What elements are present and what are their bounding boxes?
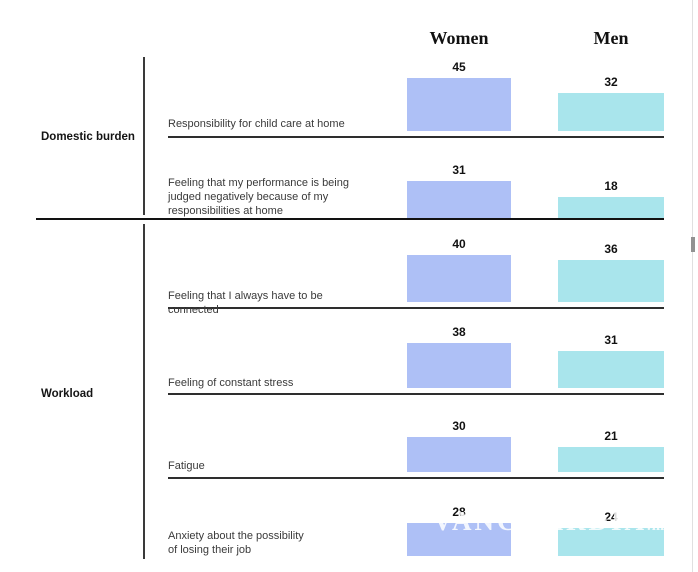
group-separator	[36, 218, 664, 220]
bar-value-men: 32	[604, 75, 618, 89]
bar-value-women: 28	[452, 505, 466, 519]
row-separator	[168, 307, 664, 309]
bar-women	[407, 181, 511, 218]
bar-men	[558, 260, 664, 302]
bar-value-men: 24	[604, 510, 618, 524]
row-label: Anxiety about the possibility of losing …	[168, 530, 304, 556]
row-separator	[168, 393, 664, 395]
bar-men	[558, 351, 664, 388]
bar-women	[407, 523, 511, 556]
bar-value-women: 31	[452, 163, 466, 177]
row-label: Responsibility for child care at home	[168, 118, 345, 130]
bar-value-women: 45	[452, 60, 466, 74]
bar-value-men: 36	[604, 242, 618, 256]
row-label: Feeling that my performance is being jud…	[168, 177, 349, 217]
bar-men	[558, 447, 664, 472]
group-bracket-line	[143, 224, 145, 559]
bar-value-men: 18	[604, 179, 618, 193]
bar-value-women: 38	[452, 325, 466, 339]
bar-women	[407, 78, 511, 131]
bar-value-women: 40	[452, 237, 466, 251]
bar-women	[407, 437, 511, 472]
bar-women	[407, 255, 511, 302]
group-label-domestic-burden: Domestic burden	[41, 131, 135, 143]
watermark: VANGUARDIA.mx	[433, 506, 674, 537]
row-label: Feeling of constant stress	[168, 377, 294, 389]
row-label: Fatigue	[168, 460, 205, 472]
bar-value-women: 30	[452, 419, 466, 433]
group-label-workload: Workload	[41, 388, 94, 400]
scrollbar-track[interactable]	[692, 0, 698, 572]
row-label: Feeling that I always have to be connect…	[168, 290, 323, 316]
row-separator	[168, 477, 664, 479]
bar-women	[407, 343, 511, 388]
bar-men	[558, 197, 664, 218]
bar-men	[558, 528, 664, 556]
watermark-suffix: .mx	[647, 518, 674, 534]
bar-value-men: 31	[604, 333, 618, 347]
column-header-women: Women	[429, 28, 489, 48]
bar-men	[558, 93, 664, 131]
column-header-men: Men	[593, 28, 629, 48]
bar-value-men: 21	[604, 429, 618, 443]
watermark-text: VANGUARDIA	[433, 506, 648, 536]
group-bracket-line	[143, 57, 145, 215]
scrollbar-thumb[interactable]	[691, 237, 695, 252]
row-separator	[168, 136, 664, 138]
